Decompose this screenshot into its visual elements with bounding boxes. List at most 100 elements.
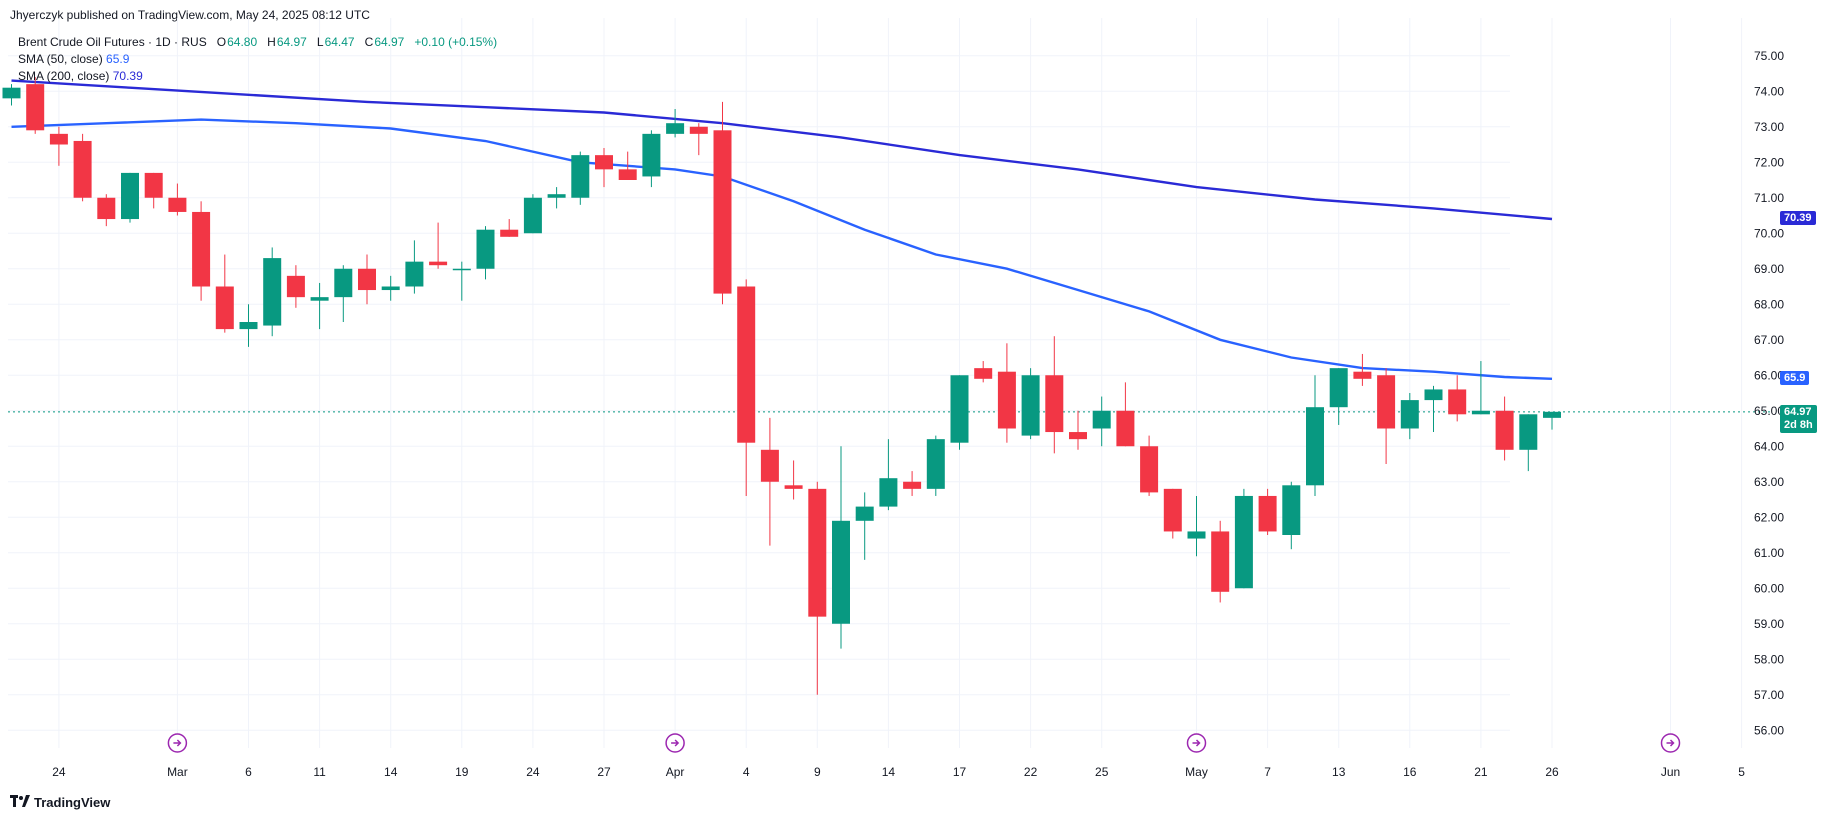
candle	[974, 361, 993, 383]
candle	[760, 417, 779, 546]
candle	[808, 481, 827, 695]
legend-sma200-row[interactable]: SMA (200, close) 70.39	[18, 68, 497, 85]
candle	[618, 151, 637, 180]
x-tick-label: May	[1185, 765, 1208, 779]
tradingview-logo[interactable]: TradingView	[10, 795, 110, 810]
candle-body	[1471, 410, 1490, 415]
x-tick-label: 11	[313, 765, 326, 779]
y-tick-label: 66.00	[1754, 368, 1784, 382]
candle-body	[808, 488, 827, 617]
y-tick-label: 73.00	[1754, 120, 1784, 134]
candle	[1234, 488, 1253, 589]
candle	[1069, 410, 1087, 450]
candle	[452, 261, 471, 301]
candle	[997, 343, 1016, 443]
candle	[97, 194, 116, 227]
y-tick-label: 69.00	[1754, 262, 1784, 276]
candle-body	[121, 172, 139, 220]
candle-body	[2, 87, 21, 99]
x-tick-label: 6	[245, 765, 252, 779]
candle-body	[168, 197, 187, 212]
y-tick-label: 75.00	[1754, 49, 1784, 63]
y-tick-label: 59.00	[1754, 617, 1784, 631]
candle-body	[263, 258, 282, 326]
candle	[192, 201, 211, 301]
candle-body	[879, 478, 898, 507]
candle-body	[1211, 531, 1230, 592]
sma200-line	[11, 79, 1553, 221]
candle-body	[73, 140, 92, 198]
chart-grid	[8, 18, 1743, 748]
candle	[1471, 361, 1490, 415]
x-tick-label: Mar	[167, 765, 188, 779]
legend-change: +0.10 (+0.15%)	[414, 35, 498, 49]
candle	[689, 123, 708, 156]
candle-body	[1377, 375, 1396, 429]
candle	[855, 492, 874, 560]
legend-sma50-row[interactable]: SMA (50, close) 65.9	[18, 51, 497, 68]
candle-body	[1329, 368, 1348, 408]
legend-sma50-value: 65.9	[106, 52, 130, 66]
candle	[903, 471, 922, 496]
candle	[168, 183, 187, 216]
y-tick-label: 72.00	[1754, 155, 1784, 169]
candle-body	[737, 286, 756, 443]
candle-body	[1448, 389, 1467, 415]
candle	[310, 282, 329, 330]
legend-close: 64.97	[374, 35, 405, 49]
candle-body	[1069, 432, 1087, 440]
candle	[1187, 495, 1206, 557]
legend-h-label: H	[267, 35, 276, 49]
sma50-price-tag: 65.9	[1780, 370, 1810, 385]
last-price-tag: 64.97 2d 8h	[1780, 404, 1817, 433]
candle	[429, 222, 448, 269]
legend-symbol-row: Brent Crude Oil Futures · 1D · RUS O64.8…	[18, 34, 497, 51]
candle-body	[784, 485, 803, 489]
x-tick-label: 4	[743, 765, 750, 779]
event-marker-icon	[1186, 733, 1207, 753]
candle-body	[926, 439, 945, 489]
x-tick-label: Apr	[666, 765, 685, 779]
x-tick-label: 7	[1264, 765, 1271, 779]
y-tick-label: 63.00	[1754, 475, 1784, 489]
candle	[500, 219, 519, 237]
y-tick-label: 60.00	[1754, 581, 1784, 595]
publisher-line: Jhyerczyk published on TradingView.com, …	[10, 8, 370, 22]
x-tick-label: 27	[597, 765, 611, 779]
tradingview-logo-text: TradingView	[34, 795, 111, 810]
candle-body	[642, 133, 661, 177]
candle	[381, 275, 400, 301]
y-tick-label: 70.00	[1754, 226, 1784, 240]
candle	[1353, 353, 1372, 386]
x-tick-label: 13	[1332, 765, 1346, 779]
candle-body	[49, 133, 68, 145]
candle-body	[239, 322, 258, 330]
candle-body	[1092, 410, 1111, 429]
candle	[358, 254, 376, 305]
candle-body	[950, 375, 969, 443]
candle	[879, 439, 898, 511]
tradingview-logo-icon	[10, 795, 30, 810]
candle	[1306, 375, 1324, 496]
candle-body	[452, 268, 471, 271]
candle	[121, 172, 139, 223]
legend-low: 64.47	[324, 35, 355, 49]
last-price-value: 64.97	[1784, 405, 1812, 418]
x-tick-label: 5	[1738, 765, 1745, 779]
candle	[737, 279, 756, 496]
candle	[144, 172, 163, 209]
candle	[950, 375, 969, 450]
candle-body	[1021, 375, 1040, 436]
candle	[1377, 368, 1396, 464]
legend-l-label: L	[316, 35, 324, 49]
candle	[215, 254, 234, 333]
candle-body	[1543, 411, 1561, 418]
candle	[926, 435, 945, 496]
y-tick-label: 56.00	[1754, 723, 1784, 737]
candle-body	[476, 229, 495, 269]
candle-body	[215, 286, 234, 330]
y-tick-label: 65.00	[1754, 404, 1784, 418]
candle-body	[903, 481, 922, 489]
candle-body	[666, 123, 685, 134]
